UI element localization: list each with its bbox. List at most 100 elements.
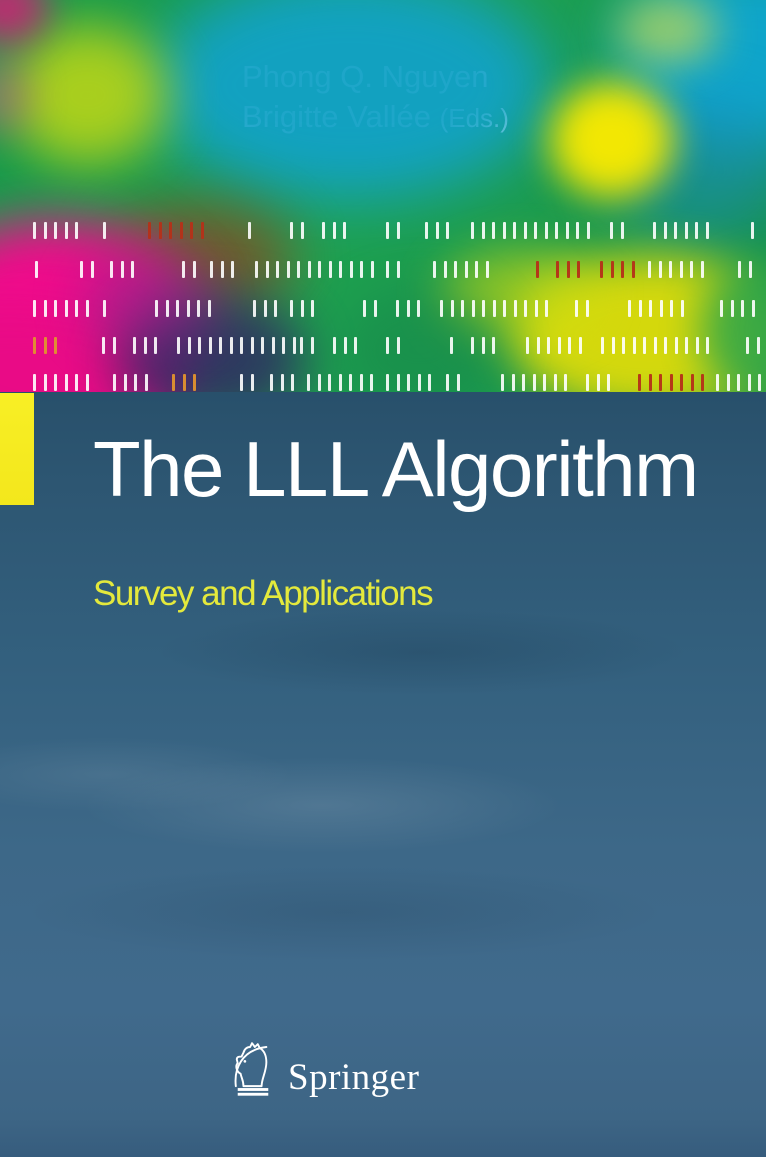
tick-mark [54,300,57,317]
tick-mark [471,300,475,317]
tick-mark [172,374,175,391]
tick-mark [112,337,116,354]
tick-mark [143,337,147,354]
art-color-blob [618,0,718,65]
tick-mark [503,300,506,317]
tick-mark [632,337,636,354]
tick-mark [64,300,68,317]
tick-mark [75,374,78,391]
tick-mark [669,261,672,278]
tick-mark [386,222,389,239]
tick-mark [261,337,264,354]
tick-mark [417,300,420,317]
tick-mark [85,300,89,317]
tick-mark [658,261,662,278]
tick-mark [471,222,474,239]
tick-mark [64,222,68,239]
tick-mark [471,337,474,354]
tick-mark [123,374,127,391]
tick-mark [102,337,105,354]
tick-mark [695,337,699,354]
tick-mark [756,337,760,354]
tick-mark [276,261,279,278]
tick-mark [746,337,749,354]
tick-mark [502,222,506,239]
tick-mark [169,222,172,239]
tick-mark [553,374,557,391]
tick-mark [386,261,389,278]
tick-mark [513,300,517,317]
tick-mark [198,337,201,354]
tick-mark [726,374,730,391]
tick-mark [255,261,258,278]
tick-mark [748,261,752,278]
tick-mark [556,261,559,278]
tick-mark [680,374,683,391]
tick-mark [461,300,464,317]
tick-mark [333,337,336,354]
tick-mark [534,222,537,239]
tick-mark [607,374,610,391]
tick-mark [396,374,400,391]
tick-mark [120,261,124,278]
tick-mark [182,261,185,278]
tick-mark [684,222,688,239]
tick-mark [610,261,614,278]
tick-mark [564,374,567,391]
tick-mark [600,261,603,278]
tick-mark [481,337,485,354]
tick-mark [685,337,688,354]
tick-mark [435,222,439,239]
tick-mark [291,374,294,391]
tick-mark [248,222,251,239]
tick-mark [192,261,196,278]
tick-mark [282,337,285,354]
tick-mark [526,337,529,354]
tick-mark [148,222,151,239]
art-color-blob [550,82,674,198]
tick-mark [80,261,83,278]
tick-mark [446,222,449,239]
tick-mark [250,337,254,354]
tick-mark [75,300,78,317]
tick-mark [428,374,431,391]
tick-mark [730,300,734,317]
tick-mark [386,337,389,354]
tick-mark [186,300,190,317]
tick-mark [586,222,590,239]
tick-mark [292,337,296,354]
tick-mark [363,300,366,317]
tick-mark [475,261,478,278]
tick-mark [219,337,222,354]
tick-mark [680,300,684,317]
tick-mark [280,374,284,391]
tick-mark [450,337,453,354]
publisher-name: Springer [288,1057,420,1098]
tick-mark [705,222,709,239]
tick-mark [492,300,496,317]
tick-mark [176,300,179,317]
tick-mark [155,300,158,317]
tick-mark [406,300,410,317]
tick-mark [240,337,243,354]
tick-mark [193,374,196,391]
springer-horse-icon [234,1042,269,1096]
tick-mark [440,300,443,317]
tick-mark [417,374,421,391]
tick-mark [158,222,162,239]
tick-mark [317,374,321,391]
tick-mark [456,374,460,391]
tick-mark [373,300,377,317]
tick-mark [674,222,677,239]
tick-mark [370,374,373,391]
tick-mark [706,337,709,354]
tick-mark [354,337,357,354]
tick-mark [513,222,516,239]
tick-mark [300,337,303,354]
tick-mark [522,374,525,391]
tick-mark [220,261,224,278]
tick-mark [370,261,374,278]
tick-mark [103,300,106,317]
cover-lower-panel [0,392,766,1157]
tick-mark [33,222,36,239]
